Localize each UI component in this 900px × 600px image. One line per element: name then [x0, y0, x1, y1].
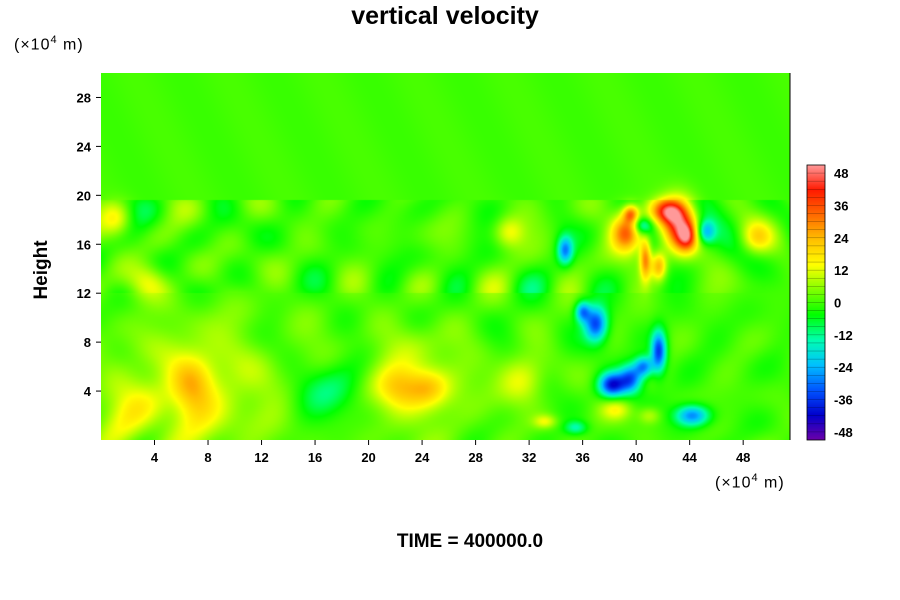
colorbar-tick-label: -36 — [834, 393, 853, 408]
x-tick-label: 36 — [575, 450, 589, 465]
x-tick-label: 8 — [204, 450, 211, 465]
x-unit-exponent: 4 — [751, 472, 759, 484]
x-tick-label: 48 — [736, 450, 750, 465]
x-tick-label: 16 — [308, 450, 322, 465]
velocity-field — [101, 73, 790, 440]
x-axis-unit: (×104 m) — [715, 472, 785, 492]
y-tick-label: 4 — [84, 384, 92, 399]
x-tick-label: 4 — [151, 450, 159, 465]
time-label: TIME = 400000.0 — [396, 531, 544, 552]
colorbar-tick-label: -12 — [834, 328, 853, 343]
colorbar-tick-label: 12 — [834, 263, 848, 278]
colorbar-tick-label: 36 — [834, 198, 848, 213]
colorbar-ticks: 48 36 24 12 0 -12 -24 -36 -48 — [834, 166, 854, 440]
x-tick-label: 12 — [254, 450, 268, 465]
x-axis-ticks: 4 8 12 16 20 24 28 32 36 40 44 48 — [151, 440, 750, 465]
y-axis-unit: (×104 m) — [14, 34, 84, 54]
x-unit-suffix: m) — [758, 474, 785, 492]
x-tick-label: 44 — [682, 450, 697, 465]
plot-area — [101, 73, 791, 440]
y-unit-exponent: 4 — [50, 34, 58, 46]
y-tick-label: 20 — [77, 188, 91, 203]
x-tick-label: 24 — [415, 450, 430, 465]
chart-title: vertical velocity — [351, 2, 539, 30]
x-tick-label: 32 — [522, 450, 536, 465]
y-tick-label: 28 — [77, 90, 91, 105]
colorbar-contour-lines — [807, 172, 825, 433]
colorbar: 48 36 24 12 0 -12 -24 -36 -48 — [806, 164, 854, 441]
y-axis-ticks: 4 8 12 16 20 24 28 — [77, 90, 101, 399]
colorbar-tick-label: 24 — [834, 231, 849, 246]
x-tick-label: 28 — [468, 450, 482, 465]
x-tick-label: 20 — [361, 450, 375, 465]
x-tick-label: 40 — [629, 450, 643, 465]
colorbar-tick-label: -24 — [834, 360, 854, 375]
y-tick-label: 16 — [77, 237, 91, 252]
y-unit-suffix: m) — [57, 36, 84, 54]
colorbar-tick-label: 0 — [834, 296, 841, 311]
colorbar-tick-label: -48 — [834, 425, 853, 440]
y-tick-label: 24 — [77, 139, 92, 154]
y-tick-label: 12 — [77, 286, 91, 301]
colorbar-tick-label: 48 — [834, 166, 848, 181]
x-unit-prefix: (×10 — [715, 474, 752, 492]
y-unit-prefix: (×10 — [14, 36, 51, 54]
y-tick-label: 8 — [84, 335, 91, 350]
